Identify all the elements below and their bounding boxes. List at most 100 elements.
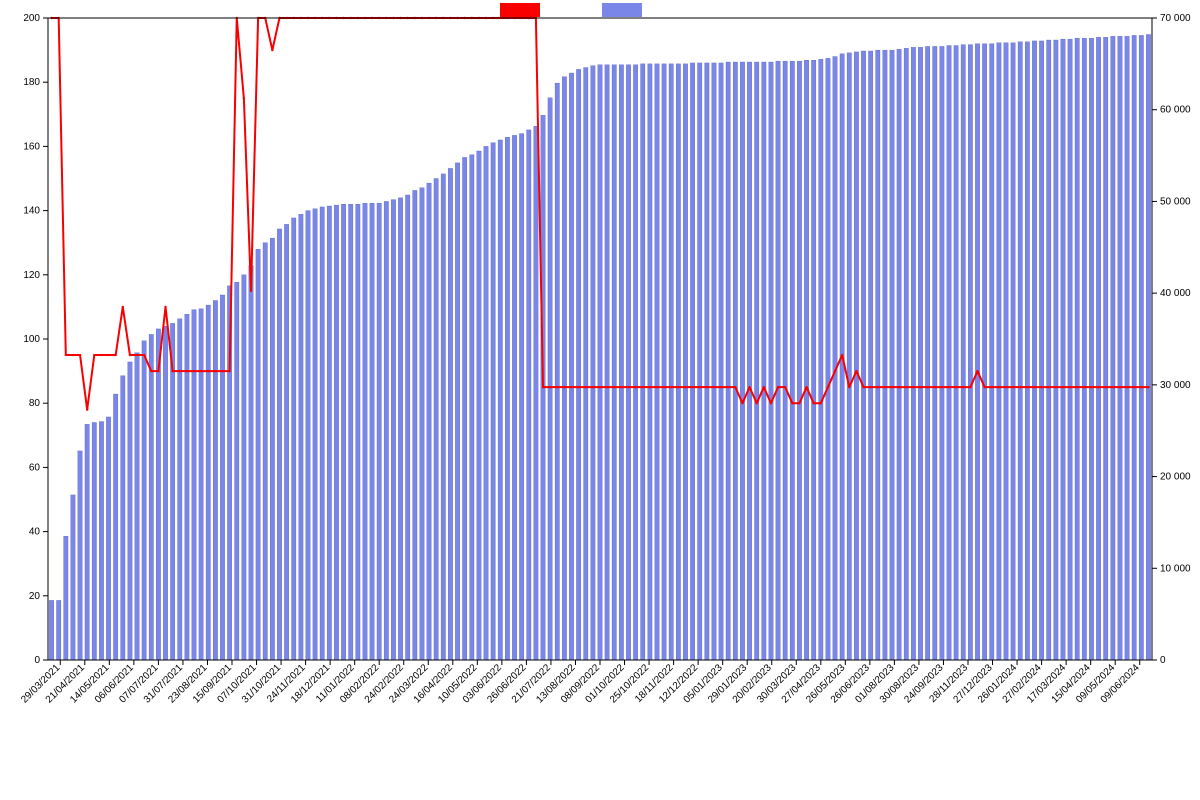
line-marker [905,386,907,388]
line-marker [228,370,230,372]
line-marker [991,386,993,388]
line-marker [1112,386,1114,388]
bar [220,295,224,660]
bar [811,60,815,660]
line-marker [634,386,636,388]
bar [434,179,438,661]
line-marker [713,386,715,388]
line-marker [193,370,195,372]
line-marker [734,386,736,388]
bar [569,73,573,660]
bar [883,50,887,660]
bar [626,65,630,660]
line-marker [912,386,914,388]
line-marker [1140,386,1142,388]
line-marker [207,370,209,372]
line-marker [221,370,223,372]
bar [142,341,146,660]
bar [413,190,417,660]
bar [1125,36,1129,660]
bar [206,305,210,660]
line-marker [983,386,985,388]
ylabel-left: 200 [23,13,40,24]
ylabel-left: 40 [29,527,41,538]
bar [92,422,96,660]
line-marker [157,370,159,372]
line-marker [613,386,615,388]
bar [797,61,801,660]
bar [292,218,296,660]
line-marker [827,386,829,388]
ylabel-right: 70 000 [1160,13,1191,24]
bars-group [49,35,1150,660]
line-marker [72,354,74,356]
line-marker [969,386,971,388]
bar [861,51,865,660]
ylabel-right: 40 000 [1160,288,1191,299]
line-marker [841,354,843,356]
bar [754,62,758,660]
line-marker [1048,386,1050,388]
ylabel-left: 160 [23,141,40,152]
line-marker [670,386,672,388]
line-marker [250,290,252,292]
line-marker [585,386,587,388]
bar [56,600,60,660]
line-marker [1090,386,1092,388]
bar [242,275,246,660]
bar [149,334,153,660]
line-marker [179,370,181,372]
bar [377,203,381,660]
bar [683,64,687,660]
bar [163,326,167,660]
bar [299,214,303,660]
bar [925,46,929,660]
line-marker [891,386,893,388]
line-marker [663,386,665,388]
bar [961,45,965,660]
bar [712,63,716,660]
bar [99,422,103,660]
bar [868,51,872,660]
line-marker [171,370,173,372]
bar [548,98,552,660]
bar [256,249,260,660]
line-marker [812,402,814,404]
bar [619,65,623,660]
bar [1132,35,1136,660]
bar [897,49,901,660]
bar [327,206,331,660]
line-marker [1019,386,1021,388]
bar [213,300,217,660]
bar [519,134,523,660]
line-marker [755,402,757,404]
bar [690,63,694,660]
bar [1089,38,1093,660]
bar [726,62,730,660]
bar [64,536,68,660]
bar [192,310,196,660]
bar [890,50,894,660]
bar [911,47,915,660]
bar [384,201,388,660]
line-marker [620,386,622,388]
bar [441,174,445,660]
line-marker [1033,386,1035,388]
bar [391,200,395,660]
bar [1039,41,1043,660]
line-marker [798,402,800,404]
line-marker [1062,386,1064,388]
bar [1047,40,1051,660]
line-marker [107,354,109,356]
line-marker [1076,386,1078,388]
bar [804,60,808,660]
bar [477,151,481,660]
bar [1004,43,1008,660]
line-marker [684,386,686,388]
bar [356,204,360,660]
line-marker [834,370,836,372]
bar [455,163,459,660]
line-marker [784,386,786,388]
line-marker [1026,386,1028,388]
line-marker [86,408,88,410]
